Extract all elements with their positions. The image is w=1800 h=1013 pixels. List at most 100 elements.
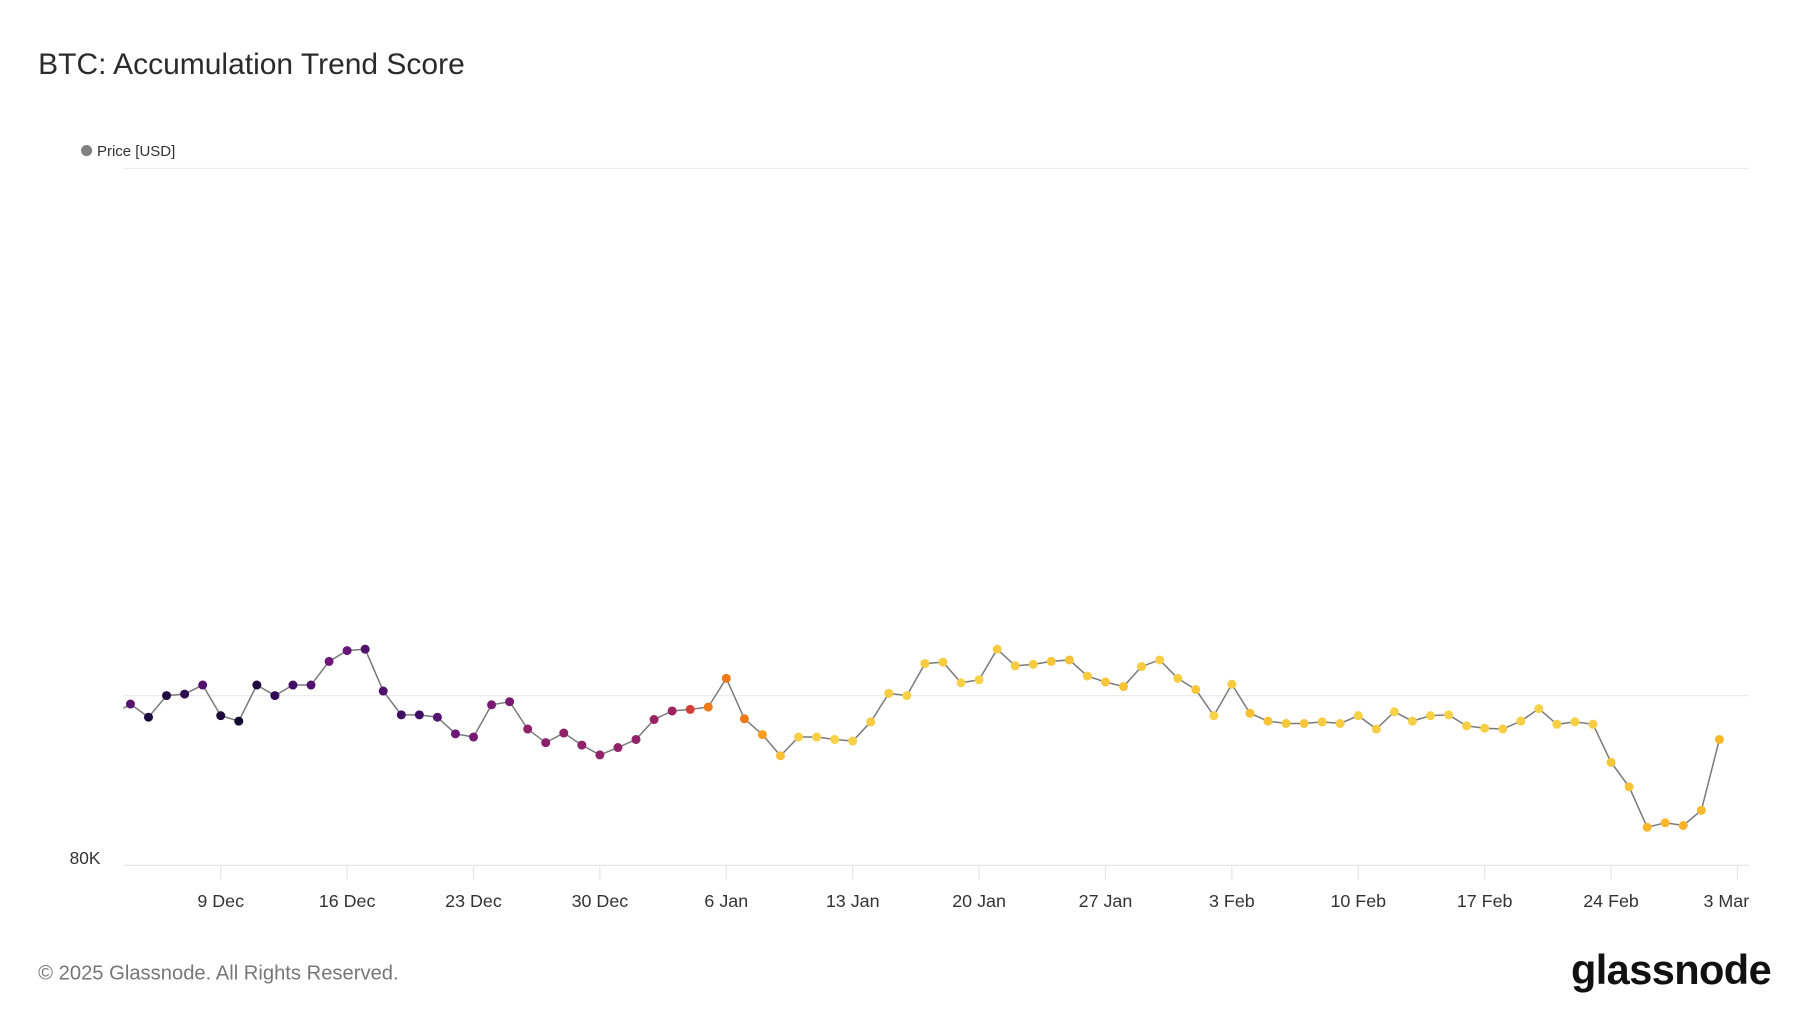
price-point[interactable] bbox=[324, 656, 334, 666]
price-point[interactable] bbox=[757, 730, 767, 740]
price-point[interactable] bbox=[1335, 718, 1345, 728]
price-point[interactable] bbox=[866, 717, 876, 727]
price-point[interactable] bbox=[1173, 673, 1183, 683]
price-point[interactable] bbox=[360, 644, 370, 654]
price-point[interactable] bbox=[667, 706, 677, 716]
price-point[interactable] bbox=[1642, 822, 1652, 832]
price-point[interactable] bbox=[1281, 718, 1291, 728]
price-point[interactable] bbox=[487, 700, 497, 710]
price-point[interactable] bbox=[252, 680, 262, 690]
price-point[interactable] bbox=[1010, 661, 1020, 671]
price-point[interactable] bbox=[1407, 716, 1417, 726]
price-point[interactable] bbox=[1624, 782, 1634, 792]
price-point[interactable] bbox=[1660, 818, 1670, 828]
price-point[interactable] bbox=[432, 712, 442, 722]
price-point[interactable] bbox=[1299, 718, 1309, 728]
price-point[interactable] bbox=[1263, 716, 1273, 726]
price-point[interactable] bbox=[1028, 659, 1038, 669]
price-point[interactable] bbox=[1137, 662, 1147, 672]
glassnode-logo[interactable]: glassnode bbox=[1571, 946, 1772, 993]
x-tick-label: 20 Jan bbox=[952, 891, 1006, 911]
price-point[interactable] bbox=[1516, 716, 1526, 726]
price-point[interactable] bbox=[974, 675, 984, 685]
copyright-text: © 2025 Glassnode. All Rights Reserved. bbox=[38, 963, 399, 985]
price-point[interactable] bbox=[288, 680, 298, 690]
price-point[interactable] bbox=[775, 751, 785, 761]
price-point[interactable] bbox=[505, 697, 515, 707]
price-point[interactable] bbox=[1155, 655, 1165, 665]
price-point[interactable] bbox=[342, 646, 352, 656]
price-point[interactable] bbox=[884, 688, 894, 698]
price-point[interactable] bbox=[523, 724, 533, 734]
price-point[interactable] bbox=[541, 738, 551, 748]
price-point[interactable] bbox=[1371, 724, 1381, 734]
price-point[interactable] bbox=[1714, 734, 1724, 744]
price-point[interactable] bbox=[450, 729, 460, 739]
price-point[interactable] bbox=[1588, 719, 1598, 729]
price-point[interactable] bbox=[830, 734, 840, 744]
price-point[interactable] bbox=[234, 716, 244, 726]
price-point[interactable] bbox=[848, 736, 858, 746]
price-point[interactable] bbox=[1119, 682, 1129, 692]
x-tick-label: 6 Jan bbox=[704, 891, 748, 911]
price-point[interactable] bbox=[812, 732, 822, 742]
price-point[interactable] bbox=[414, 710, 424, 720]
price-point[interactable] bbox=[1209, 711, 1219, 721]
price-point[interactable] bbox=[739, 714, 749, 724]
price-point[interactable] bbox=[1678, 821, 1688, 831]
price-point[interactable] bbox=[595, 750, 605, 760]
price-point[interactable] bbox=[198, 680, 208, 690]
price-point[interactable] bbox=[216, 711, 226, 721]
price-point[interactable] bbox=[1696, 805, 1706, 815]
price-point[interactable] bbox=[577, 740, 587, 750]
price-point[interactable] bbox=[1570, 717, 1580, 727]
price-point[interactable] bbox=[1046, 656, 1056, 666]
price-line bbox=[123, 647, 1721, 829]
x-tick-label: 9 Dec bbox=[197, 891, 244, 911]
x-tick-label: 27 Jan bbox=[1079, 891, 1133, 911]
price-point[interactable] bbox=[1317, 717, 1327, 727]
price-point[interactable] bbox=[125, 699, 135, 709]
price-point[interactable] bbox=[1100, 677, 1110, 687]
price-point[interactable] bbox=[1498, 724, 1508, 734]
price-point[interactable] bbox=[270, 691, 280, 701]
price-point[interactable] bbox=[992, 644, 1002, 654]
price-point[interactable] bbox=[378, 686, 388, 696]
price-point[interactable] bbox=[469, 732, 479, 742]
price-point[interactable] bbox=[1534, 704, 1544, 714]
price-point[interactable] bbox=[1462, 721, 1472, 731]
price-point[interactable] bbox=[162, 691, 172, 701]
price-point[interactable] bbox=[703, 702, 713, 712]
price-point[interactable] bbox=[396, 710, 406, 720]
price-point[interactable] bbox=[721, 673, 731, 683]
price-point[interactable] bbox=[920, 659, 930, 669]
price-point[interactable] bbox=[938, 657, 948, 667]
x-tick-label: 23 Dec bbox=[445, 891, 502, 911]
price-point[interactable] bbox=[631, 734, 641, 744]
price-point[interactable] bbox=[1552, 719, 1562, 729]
price-point[interactable] bbox=[1480, 723, 1490, 733]
price-point[interactable] bbox=[1245, 708, 1255, 718]
price-point[interactable] bbox=[613, 743, 623, 753]
price-point[interactable] bbox=[1191, 685, 1201, 695]
price-point[interactable] bbox=[143, 712, 153, 722]
price-point[interactable] bbox=[1227, 679, 1237, 689]
price-point[interactable] bbox=[306, 680, 316, 690]
price-point[interactable] bbox=[1444, 710, 1454, 720]
price-point[interactable] bbox=[1082, 671, 1092, 681]
price-point[interactable] bbox=[794, 732, 804, 742]
price-point[interactable] bbox=[902, 691, 912, 701]
x-tick-label: 13 Jan bbox=[826, 891, 880, 911]
x-tick-label: 3 Feb bbox=[1209, 891, 1255, 911]
price-point[interactable] bbox=[1606, 757, 1616, 767]
price-point[interactable] bbox=[180, 689, 190, 699]
price-point[interactable] bbox=[1064, 655, 1074, 665]
price-point[interactable] bbox=[649, 715, 659, 725]
price-point[interactable] bbox=[685, 704, 695, 714]
price-point[interactable] bbox=[1353, 711, 1363, 721]
legend[interactable]: Price [USD] bbox=[81, 143, 175, 160]
price-point[interactable] bbox=[1389, 707, 1399, 717]
price-point[interactable] bbox=[1425, 711, 1435, 721]
price-point[interactable] bbox=[559, 728, 569, 738]
price-point[interactable] bbox=[956, 678, 966, 688]
